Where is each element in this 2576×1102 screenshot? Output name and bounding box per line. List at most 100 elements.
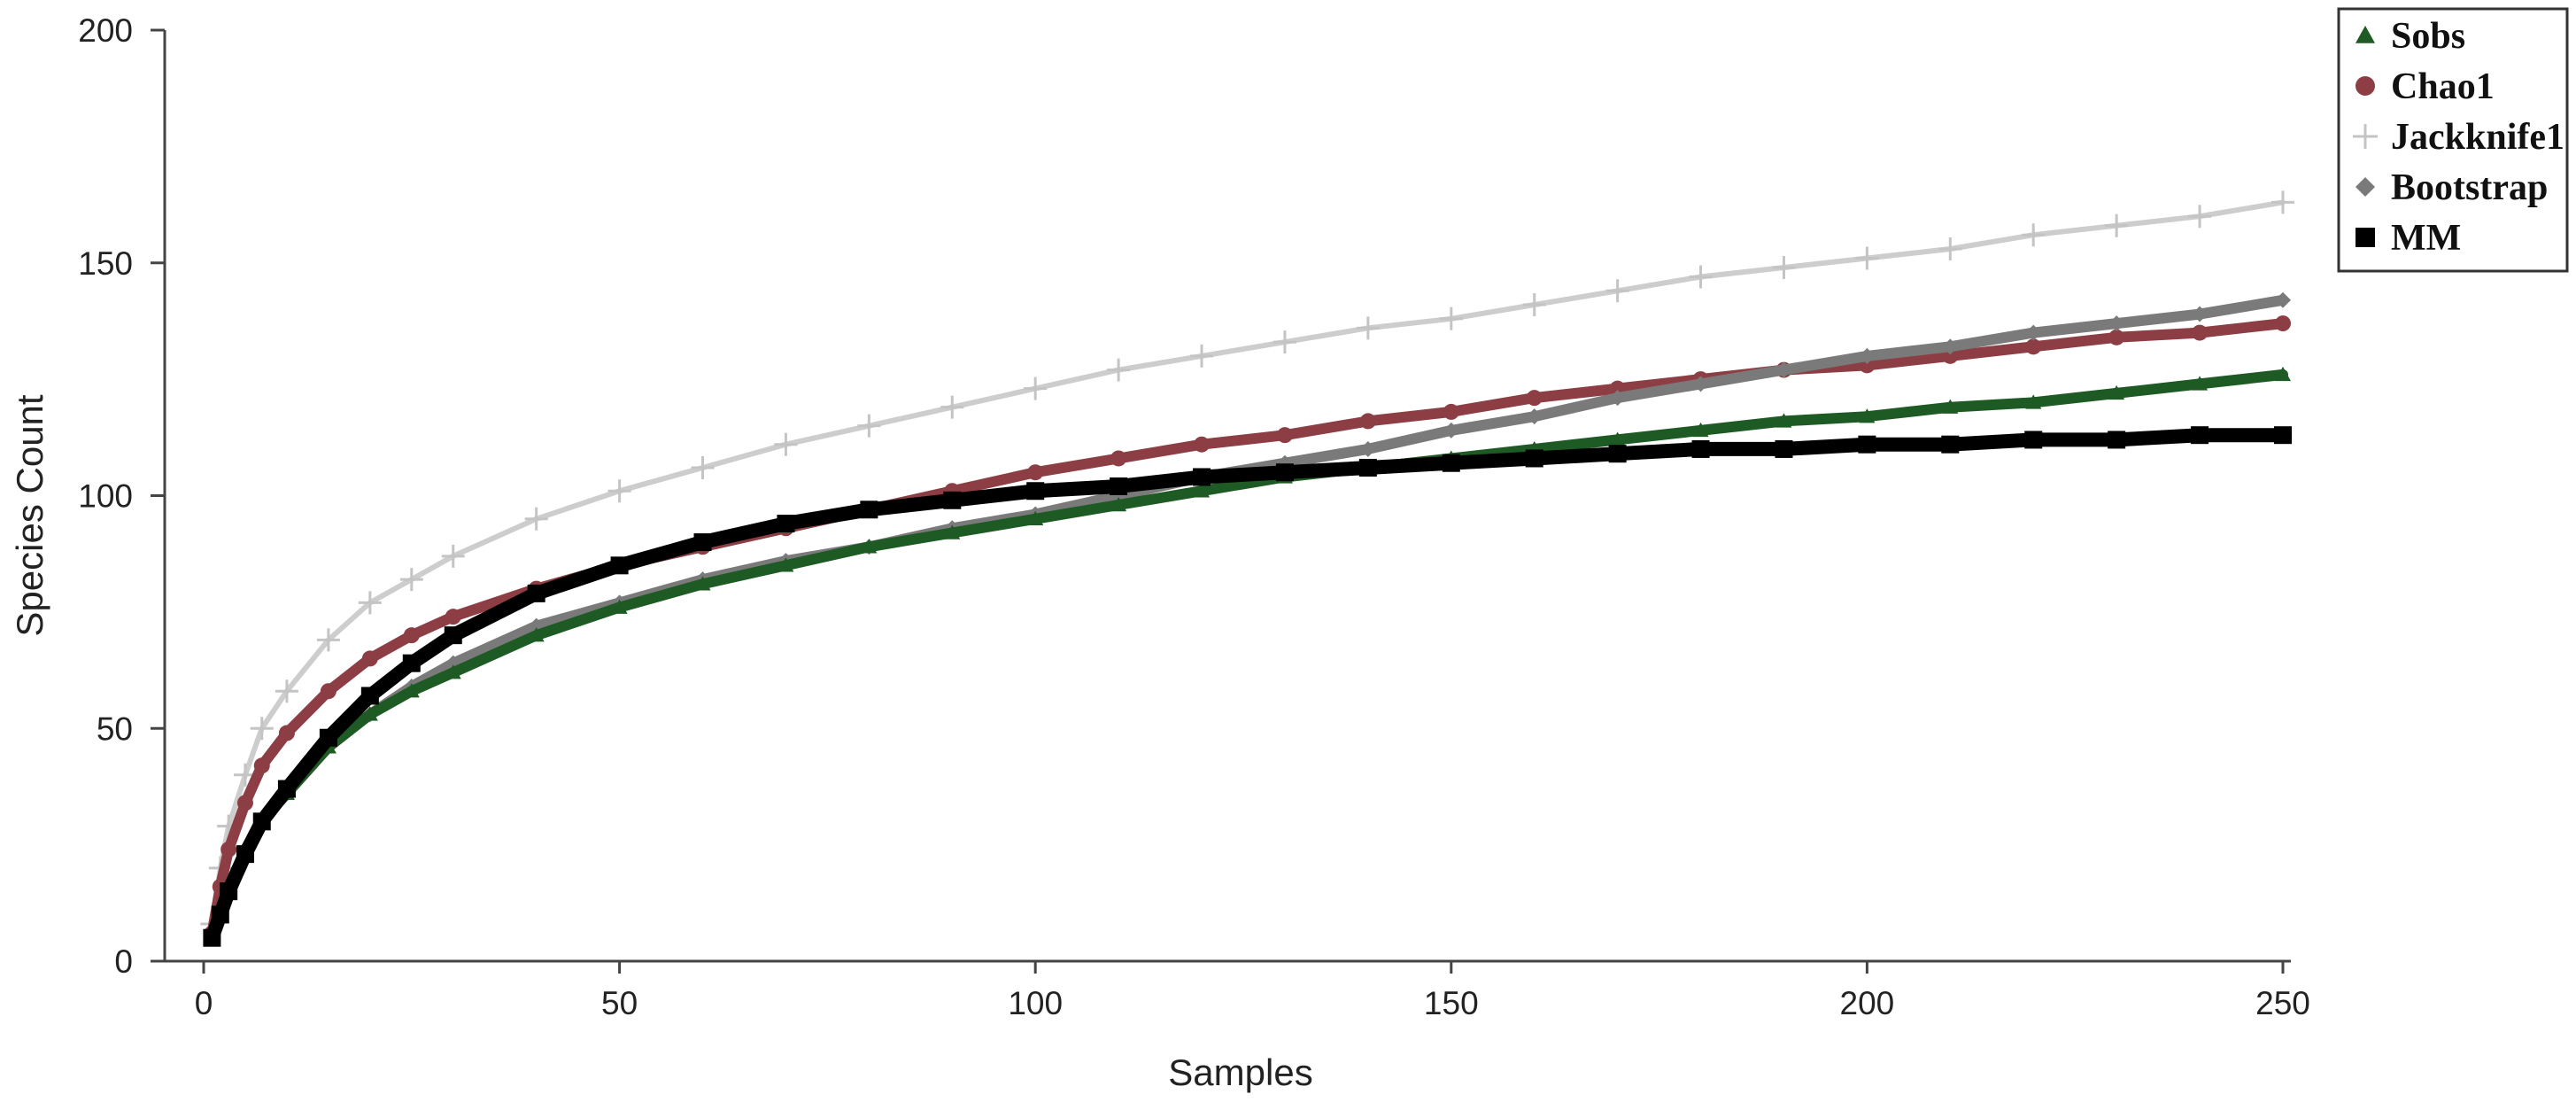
- data-point: [1938, 237, 1962, 260]
- data-point: [527, 584, 545, 602]
- data-point: [774, 432, 798, 456]
- data-point: [857, 414, 881, 438]
- data-point: [220, 841, 237, 858]
- data-point: [1855, 246, 1879, 270]
- data-point: [236, 795, 253, 811]
- data-point: [441, 544, 465, 568]
- plus-icon: [2353, 124, 2378, 149]
- y-tick-group: 0 50 100 150 200: [78, 12, 165, 980]
- data-point: [1941, 435, 1960, 454]
- series-bootstrap: [204, 291, 2291, 946]
- data-point: [1356, 316, 1380, 340]
- data-point: [252, 812, 271, 831]
- data-point: [1772, 256, 1796, 280]
- data-point: [278, 725, 295, 741]
- data-point: [1194, 483, 1211, 498]
- data-point: [1859, 347, 1876, 364]
- data-point: [1609, 390, 1626, 407]
- y-tick-label: 0: [114, 943, 133, 980]
- data-point: [1276, 427, 1293, 444]
- data-point: [691, 455, 715, 479]
- data-point: [1775, 413, 1792, 428]
- data-point: [2275, 366, 2291, 382]
- data-point: [1275, 463, 1294, 482]
- data-point: [361, 650, 378, 667]
- legend-label: Chao1: [2391, 66, 2495, 107]
- data-point: [2192, 324, 2209, 341]
- data-point: [220, 882, 238, 901]
- data-point: [444, 626, 462, 645]
- data-point: [403, 627, 420, 644]
- data-point: [1689, 265, 1713, 289]
- circle-icon: [2356, 76, 2375, 96]
- data-point: [445, 609, 461, 625]
- diamond-icon: [2356, 177, 2375, 197]
- data-point: [399, 568, 423, 592]
- data-point: [1359, 413, 1376, 430]
- data-point: [1359, 440, 1376, 457]
- data-point: [1942, 338, 1959, 355]
- series-line: [209, 199, 2286, 927]
- data-point: [1605, 279, 1629, 303]
- data-point: [1439, 307, 1463, 330]
- y-tick-label: 50: [97, 710, 133, 747]
- x-tick-label: 0: [195, 985, 213, 1021]
- data-point: [2271, 190, 2294, 214]
- y-tick-label: 150: [78, 245, 133, 282]
- x-tick-group: 0 50 100 150 200 250: [195, 961, 2310, 1021]
- legend-item-jackknife1: Jackknife1: [2353, 117, 2564, 158]
- data-point: [943, 491, 962, 509]
- data-point: [1193, 468, 1211, 486]
- data-point: [250, 717, 274, 741]
- data-point: [861, 539, 878, 554]
- data-point: [1358, 458, 1377, 477]
- data-point: [1190, 344, 1214, 368]
- data-point: [1942, 399, 1959, 414]
- legend: Sobs Chao1 Jackknife1 Bootstrap MM: [2337, 7, 2569, 273]
- data-point: [445, 664, 461, 679]
- data-point: [1692, 376, 1709, 392]
- series-jackknife1: [200, 190, 2294, 935]
- data-point: [253, 757, 270, 774]
- data-point: [1858, 435, 1876, 454]
- data-point: [607, 479, 631, 503]
- data-point: [1526, 408, 1543, 425]
- data-point: [610, 556, 629, 575]
- data-point: [1775, 439, 1793, 458]
- data-point: [1110, 477, 1128, 495]
- data-point: [403, 683, 420, 698]
- data-point: [777, 515, 795, 533]
- data-point: [693, 533, 712, 552]
- triangle-icon: [2356, 26, 2375, 43]
- data-point: [528, 627, 545, 642]
- data-point: [2192, 376, 2209, 391]
- data-point: [611, 599, 628, 614]
- legend-item-sobs: Sobs: [2356, 16, 2465, 57]
- data-point: [944, 524, 961, 539]
- data-point: [1775, 361, 1792, 378]
- data-point: [2275, 291, 2291, 308]
- data-point: [2108, 431, 2126, 449]
- data-point: [1525, 449, 1543, 468]
- data-point: [940, 395, 964, 419]
- data-point: [2275, 315, 2291, 332]
- data-point: [1194, 436, 1211, 453]
- series-layer: [200, 190, 2294, 947]
- data-point: [2108, 315, 2125, 332]
- data-point: [2024, 431, 2043, 449]
- data-point: [1024, 376, 1048, 400]
- data-point: [211, 905, 229, 924]
- data-point: [860, 501, 878, 519]
- series-line: [205, 428, 2290, 945]
- square-icon: [2356, 228, 2375, 247]
- data-point: [2108, 329, 2125, 345]
- data-point: [2025, 324, 2042, 341]
- data-point: [2022, 223, 2046, 247]
- data-point: [360, 687, 379, 705]
- legend-box: [2337, 7, 2569, 273]
- data-point: [2191, 426, 2209, 445]
- data-point: [319, 728, 337, 747]
- series-mm: [203, 426, 2292, 947]
- data-point: [320, 683, 337, 700]
